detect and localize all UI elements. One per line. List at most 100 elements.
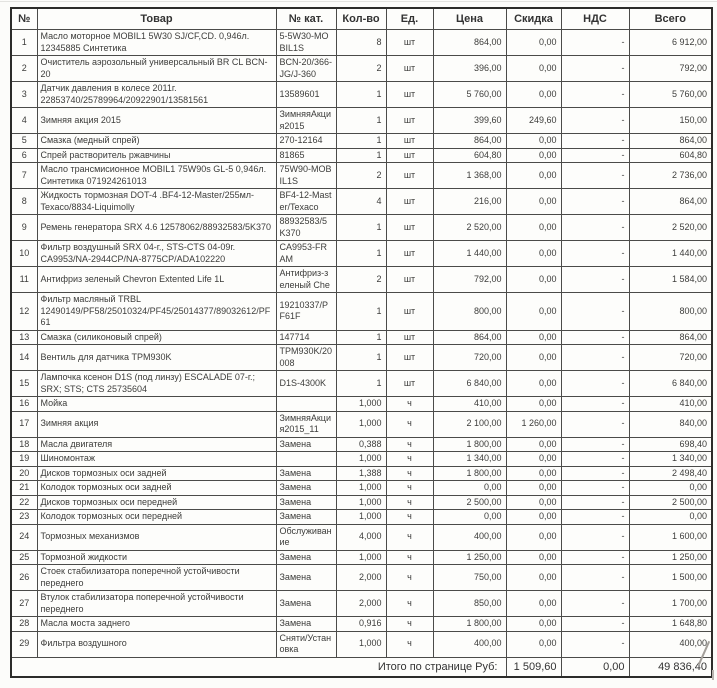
- cell-price: 399,60: [432, 107, 507, 134]
- table-row: 9 Ремень генератора SRX 4.6 12578062/8893…: [10, 214, 713, 241]
- cell-unit: ч: [385, 465, 434, 481]
- cell-discount: 0,00: [505, 214, 562, 241]
- cell-unit: ч: [385, 590, 434, 617]
- cell-discount: 0,00: [505, 266, 562, 293]
- cell-vat: -: [560, 523, 630, 551]
- cell-total: 698,40: [628, 436, 713, 452]
- cell-total: 1 600,00: [628, 523, 713, 551]
- cell-cat: ЗимняяАкция2015_11: [275, 410, 337, 438]
- cell-discount: 0,00: [505, 396, 562, 412]
- cell-total: 2 500,00: [628, 494, 713, 510]
- cell-discount: 0,00: [505, 616, 562, 632]
- cell-discount: 0,00: [505, 81, 562, 108]
- cell-num: 13: [10, 329, 38, 345]
- cell-total: 864,00: [628, 133, 713, 149]
- cell-name: Зимняя акция 2015: [36, 107, 277, 134]
- cell-unit: шт: [385, 162, 434, 189]
- cell-vat: -: [560, 188, 630, 215]
- cell-num: 27: [10, 590, 38, 617]
- table-row: 4 Зимняя акция 2015 ЗимняяАкция2015 1 шт 399,…: [10, 107, 713, 134]
- column-header-quantity: Кол-во: [335, 7, 387, 30]
- cell-cat: Замена: [275, 549, 337, 565]
- column-header-catalog: № кат.: [275, 7, 337, 30]
- cell-num: 5: [10, 133, 38, 149]
- column-header-product: Товар: [36, 7, 277, 30]
- cell-price: 2 100,00: [432, 410, 507, 438]
- cell-cat: Замена: [275, 564, 337, 591]
- table-row: 10 Фильтр воздушный SRX 04-г., STS-CTS 04…: [10, 240, 713, 267]
- cell-unit: шт: [385, 344, 434, 371]
- column-header-unit: Ед.: [385, 7, 434, 30]
- cell-vat: -: [560, 292, 630, 331]
- cell-discount: 0,00: [505, 29, 562, 56]
- cell-total: 0,00: [628, 509, 713, 525]
- cell-discount: 0,00: [505, 451, 562, 467]
- cell-total: 840,00: [628, 410, 713, 438]
- cell-price: 400,00: [432, 630, 507, 658]
- cell-total: 5 760,00: [628, 81, 713, 108]
- cell-price: 864,00: [432, 329, 507, 345]
- cell-cat: Замена: [275, 494, 337, 510]
- cell-qty: 2,000: [335, 564, 387, 591]
- cell-price: 864,00: [432, 133, 507, 149]
- cell-num: 12: [10, 292, 38, 331]
- cell-price: 216,00: [432, 188, 507, 215]
- cell-total: 400,00: [628, 630, 713, 658]
- cell-discount: 0,00: [505, 549, 562, 565]
- cell-price: 0,00: [432, 509, 507, 525]
- cell-vat: -: [560, 133, 630, 149]
- cell-discount: 0,00: [505, 55, 562, 82]
- cell-num: 14: [10, 344, 38, 371]
- cell-name: Лампочка ксенон D1S (под линзу) ESCALADE…: [36, 370, 277, 397]
- cell-cat: Замена: [275, 480, 337, 496]
- scan-edge-artifact: [0, 1, 717, 2]
- cell-price: 1 368,00: [432, 162, 507, 189]
- cell-num: 15: [10, 370, 38, 397]
- cell-vat: -: [560, 494, 630, 510]
- cell-price: 5 760,00: [432, 81, 507, 108]
- cell-vat: -: [560, 549, 630, 565]
- cell-total: 6 912,00: [628, 29, 713, 56]
- cell-price: 1 800,00: [432, 465, 507, 481]
- table-row: 1 Масло моторное MOBIL1 5W30 SJ/CF,CD. 0,…: [10, 29, 713, 56]
- cell-name: Шиномонтаж: [36, 451, 277, 467]
- cell-name: Тормозных механизмов: [36, 523, 277, 551]
- cell-vat: -: [560, 436, 630, 452]
- cell-cat: 81865: [275, 147, 337, 163]
- cell-num: 29: [10, 630, 38, 658]
- cell-qty: 1: [335, 370, 387, 397]
- cell-vat: -: [560, 162, 630, 189]
- cell-unit: ч: [385, 509, 434, 525]
- table-row: 21 Колодок тормозных оси задней Замена 1,00…: [10, 480, 713, 496]
- cell-name: Тормозной жидкости: [36, 549, 277, 565]
- cell-price: 800,00: [432, 292, 507, 331]
- cell-price: 400,00: [432, 523, 507, 551]
- cell-qty: 1,000: [335, 480, 387, 496]
- cell-num: 20: [10, 465, 38, 481]
- column-header-discount: Скидка: [505, 7, 562, 30]
- cell-unit: ч: [385, 523, 434, 551]
- cell-name: Смазка (медный спрей): [36, 133, 277, 149]
- cell-name: Дисков тормозных оси передней: [36, 494, 277, 510]
- cell-qty: 1,000: [335, 549, 387, 565]
- cell-num: 24: [10, 523, 38, 551]
- cell-total: 1 440,00: [628, 240, 713, 267]
- cell-qty: 1: [335, 292, 387, 331]
- cell-cat: Замена: [275, 616, 337, 632]
- cell-name: Вентиль для датчика TPM930K: [36, 344, 277, 371]
- column-header-price: Цена: [432, 7, 507, 30]
- table-row: 15 Лампочка ксенон D1S (под линзу) ESCALA…: [10, 370, 713, 397]
- cell-cat: CA9953-FRAM: [275, 240, 337, 267]
- cell-discount: 0,00: [505, 147, 562, 163]
- cell-discount: 0,00: [505, 240, 562, 267]
- cell-cat: Сняти/Установка: [275, 630, 337, 658]
- table-row: 28 Масла моста заднего Замена 0,916 ч 1 800,0…: [10, 616, 713, 632]
- cell-cat: TPM930K/20008: [275, 344, 337, 371]
- cell-qty: 2: [335, 266, 387, 293]
- cell-vat: -: [560, 630, 630, 658]
- cell-name: Фильтр воздушный SRX 04-г., STS-CTS 04-0…: [36, 240, 277, 267]
- cell-vat: -: [560, 266, 630, 293]
- column-header-total: Всего: [628, 7, 713, 30]
- cell-unit: ч: [385, 396, 434, 412]
- cell-cat: 13589601: [275, 81, 337, 108]
